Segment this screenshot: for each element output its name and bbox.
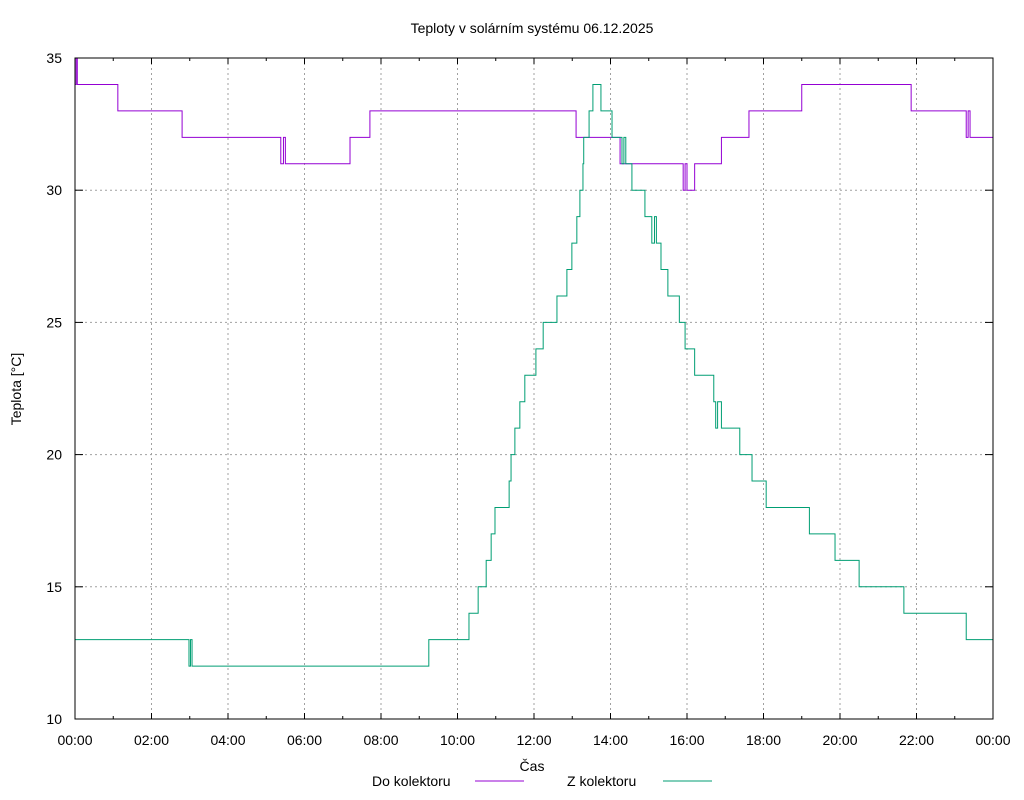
x-tick-label: 08:00: [363, 732, 398, 748]
x-tick-label: 00:00: [57, 732, 92, 748]
x-tick-label: 02:00: [134, 732, 169, 748]
x-tick-label: 10:00: [440, 732, 475, 748]
y-tick-label: 20: [46, 447, 62, 463]
x-tick-label: 14:00: [593, 732, 628, 748]
x-tick-label: 22:00: [899, 732, 934, 748]
x-tick-label: 06:00: [287, 732, 322, 748]
y-tick-label: 10: [46, 711, 62, 727]
series-lines: [75, 57, 993, 667]
y-axis-label: Teplota [°C]: [8, 353, 24, 426]
plot-frame: [74, 57, 994, 720]
x-tick-label: 00:00: [975, 732, 1010, 748]
chart-title: Teploty v solárním systému 06.12.2025: [411, 20, 654, 36]
axis-ticks: 00:00 02:00 04:00 06:00 08:00 10:00 12:00 14:00…: [46, 50, 1010, 748]
legend: Do kolektoru Z kolektoru: [372, 773, 712, 789]
x-tick-label: 18:00: [746, 732, 781, 748]
y-tick-label: 25: [46, 314, 62, 330]
x-tick-label: 20:00: [822, 732, 857, 748]
y-tick-label: 35: [46, 50, 62, 66]
legend-label: Do kolektoru: [372, 773, 451, 789]
y-tick-label: 30: [46, 182, 62, 198]
y-tick-label: 15: [46, 579, 62, 595]
x-tick-label: 16:00: [669, 732, 704, 748]
legend-label: Z kolektoru: [567, 773, 636, 789]
series-line-0: [75, 57, 993, 191]
series-line-1: [75, 83, 993, 667]
x-tick-label: 04:00: [210, 732, 245, 748]
grid: [75, 58, 993, 719]
x-axis-label: Čas: [520, 758, 545, 774]
x-tick-label: 12:00: [516, 732, 551, 748]
